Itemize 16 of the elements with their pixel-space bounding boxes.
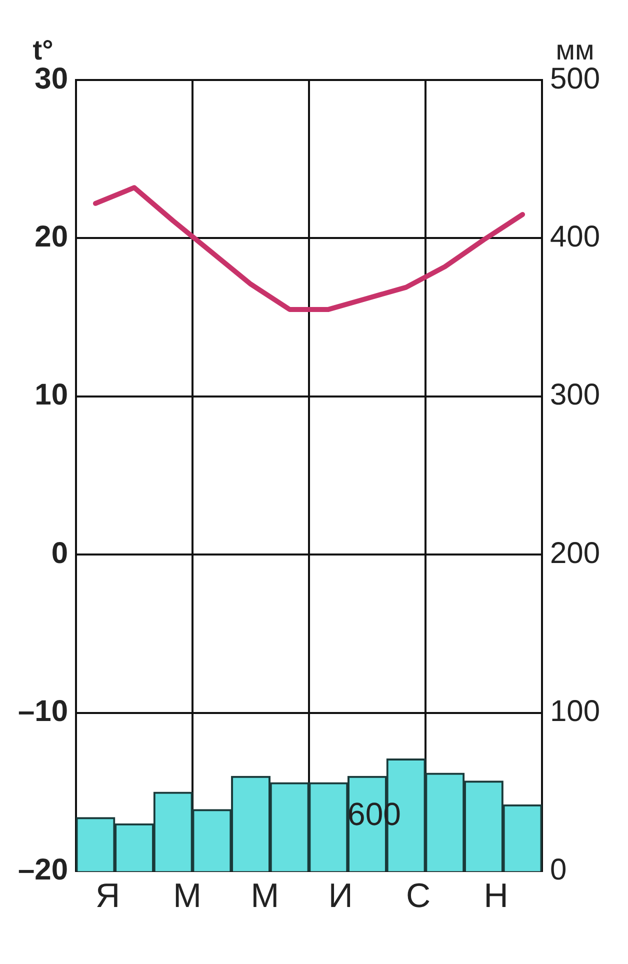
- y2-tick-label: 300: [550, 378, 600, 412]
- x-tick-label: С: [406, 876, 431, 915]
- y2-tick-label: 200: [550, 536, 600, 570]
- x-tick-label: М: [173, 876, 202, 915]
- x-tick-label: И: [328, 876, 353, 915]
- y2-tick-label: 0: [550, 853, 567, 886]
- y-tick-label: 0: [51, 536, 68, 570]
- y-tick-label: 20: [34, 220, 68, 254]
- y2-tick-label: 100: [550, 695, 600, 728]
- y-tick-label: –20: [18, 853, 68, 886]
- y2-tick-label: 400: [550, 220, 600, 254]
- x-tick-label: Н: [484, 876, 508, 915]
- x-tick-label: Я: [95, 876, 120, 915]
- y-tick-label: –10: [18, 695, 68, 728]
- y-tick-label: 10: [34, 378, 68, 412]
- x-tick-label: М: [250, 876, 280, 915]
